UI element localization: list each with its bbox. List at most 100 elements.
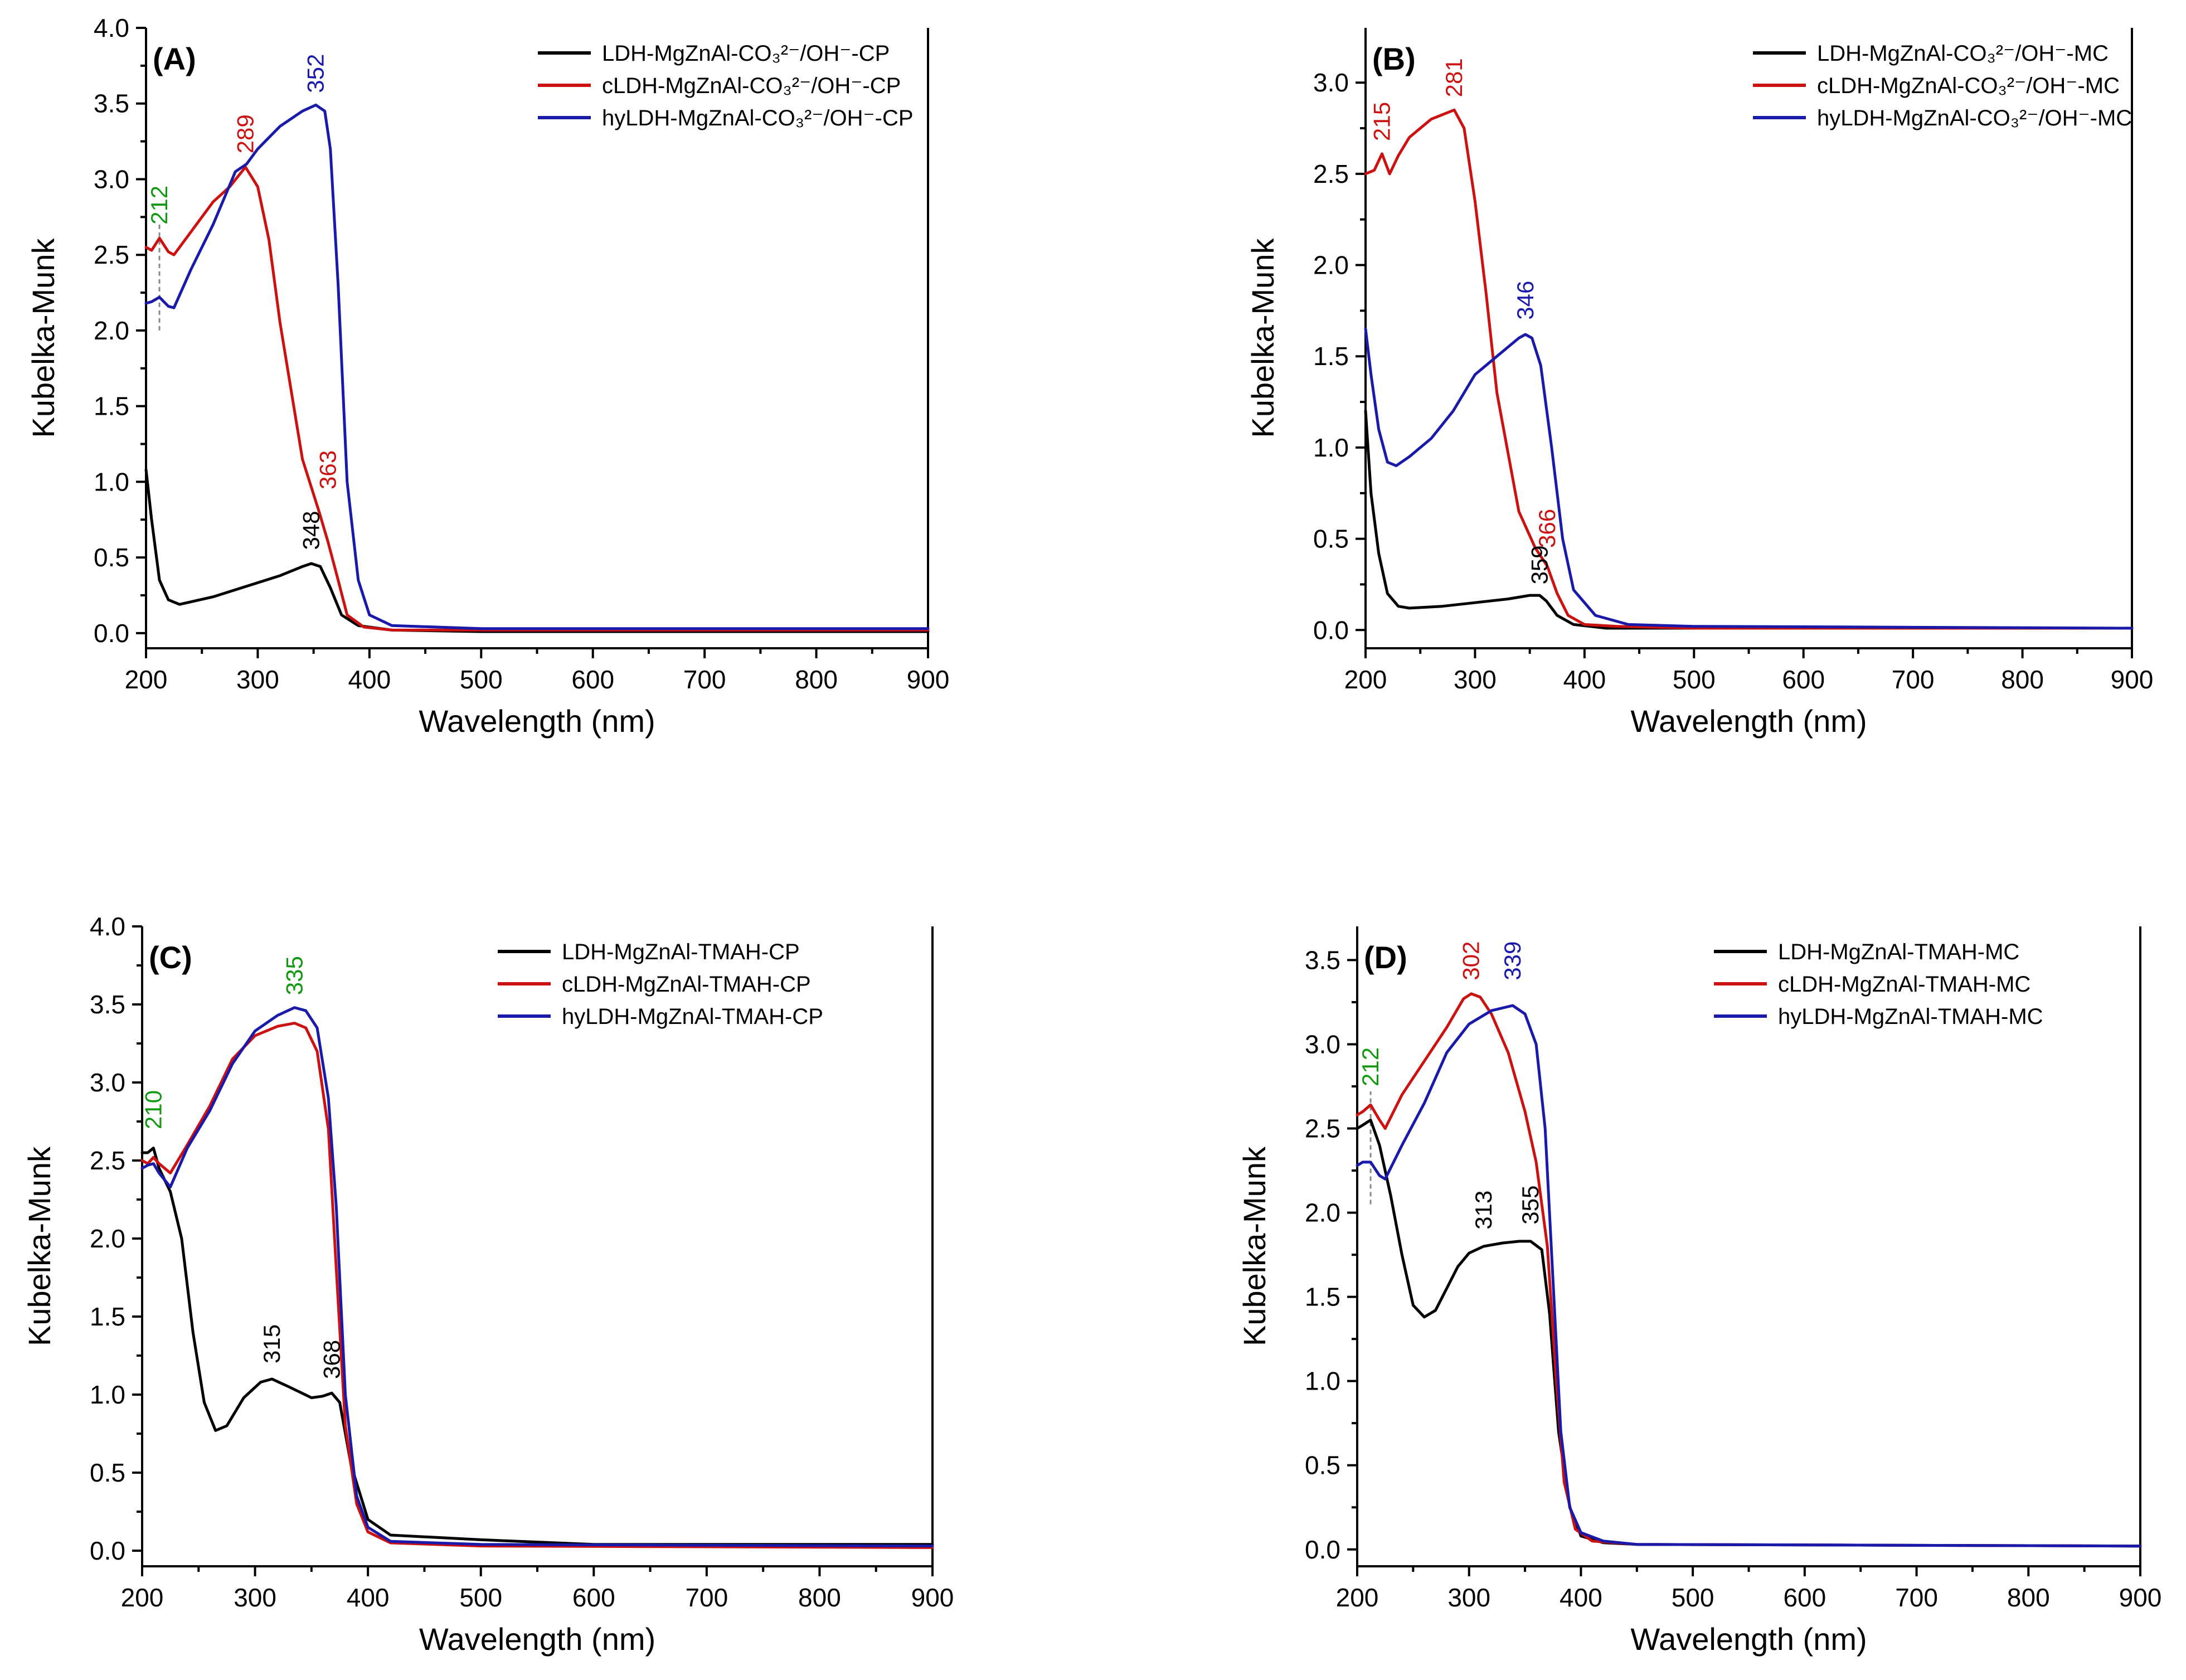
y-tick-label: 3.0 bbox=[1305, 1030, 1340, 1059]
y-tick-label: 3.0 bbox=[94, 164, 129, 193]
legend: LDH-MgZnAl-TMAH-CP cLDH-MgZnAl-TMAH-CP hyL… bbox=[498, 940, 823, 1029]
x-tick-label: 200 bbox=[1336, 1583, 1379, 1612]
x-tick-label: 200 bbox=[1344, 665, 1387, 694]
x-tick-label: 800 bbox=[795, 665, 838, 694]
y-axis-title: Kubelka-Munk bbox=[1245, 238, 1280, 438]
y-tick-label: 2.5 bbox=[94, 240, 129, 269]
panel-b: 200 300 400 500 600 700 800 900 0.0 0.5 1.0 1.5 2.0 2… bbox=[1245, 28, 2153, 739]
x-tick-label: 700 bbox=[683, 665, 726, 694]
series-line-blue bbox=[140, 1006, 934, 1548]
x-tick-label: 300 bbox=[234, 1583, 276, 1612]
x-tick-label: 500 bbox=[1672, 1583, 1714, 1612]
panel-d: 200 300 400 500 600 700 800 900 0.0 0.5 1.0 1.5 2.0 2… bbox=[1237, 926, 2161, 1657]
series-line-blue bbox=[1356, 1004, 2142, 1548]
x-tick-label: 900 bbox=[2119, 1583, 2162, 1612]
y-tick-label: 0.5 bbox=[94, 543, 129, 572]
y-axis-title: Kubelka-Munk bbox=[1237, 1146, 1272, 1346]
series-line-red bbox=[144, 166, 930, 632]
x-tick-label: 500 bbox=[1673, 665, 1716, 694]
peak-label: 366 bbox=[1534, 509, 1560, 548]
x-tick-label: 300 bbox=[1454, 665, 1497, 694]
x-axis-title: Wavelength (nm) bbox=[1630, 1621, 1867, 1657]
x-tick-label: 900 bbox=[2111, 665, 2154, 694]
legend-entry: LDH-MgZnAl-CO₃²⁻/OH⁻-CP bbox=[602, 41, 890, 66]
y-tick-label: 2.5 bbox=[1305, 1114, 1340, 1143]
legend-entry: cLDH-MgZnAl-TMAH-CP bbox=[562, 972, 811, 997]
y-tick-label: 0.5 bbox=[1313, 525, 1349, 553]
legend: LDH-MgZnAl-CO₃²⁻/OH⁻-MC cLDH-MgZnAl-CO₃²⁻… bbox=[1753, 41, 2132, 130]
series-line-red bbox=[140, 1022, 934, 1549]
x-tick-label: 300 bbox=[1447, 1583, 1490, 1612]
x-tick-label: 900 bbox=[907, 665, 950, 694]
y-tick-label: 2.0 bbox=[1305, 1198, 1340, 1227]
peak-label: 355 bbox=[1517, 1186, 1543, 1225]
peak-label: 289 bbox=[232, 114, 258, 153]
y-tick-label: 3.5 bbox=[1305, 945, 1340, 974]
x-tick-label: 800 bbox=[798, 1583, 841, 1612]
y-tick-label: 3.5 bbox=[94, 89, 129, 118]
y-tick-label: 3.0 bbox=[1313, 68, 1349, 97]
peak-label: 313 bbox=[1470, 1191, 1497, 1230]
x-tick-label: 400 bbox=[1563, 665, 1606, 694]
peak-label: 346 bbox=[1512, 281, 1538, 320]
x-axis-title: Wavelength (nm) bbox=[419, 1621, 655, 1657]
peak-label: 368 bbox=[318, 1340, 344, 1379]
peak-label: 215 bbox=[1368, 102, 1395, 141]
legend-entry: LDH-MgZnAl-CO₃²⁻/OH⁻-MC bbox=[1817, 41, 2109, 66]
x-tick-label: 600 bbox=[1783, 1583, 1826, 1612]
y-tick-label: 0.0 bbox=[94, 619, 129, 648]
y-tick-label: 2.0 bbox=[90, 1224, 125, 1253]
peak-label: 302 bbox=[1458, 941, 1484, 980]
legend-entry: cLDH-MgZnAl-CO₃²⁻/OH⁻-CP bbox=[602, 74, 901, 98]
peak-label: 210 bbox=[140, 1090, 166, 1129]
peak-label: 348 bbox=[298, 511, 324, 550]
y-tick-label: 1.5 bbox=[1313, 342, 1349, 371]
legend-entry: LDH-MgZnAl-TMAH-MC bbox=[1778, 940, 2019, 964]
peak-label: 212 bbox=[1357, 1047, 1383, 1086]
y-tick-label: 4.0 bbox=[94, 13, 129, 42]
peak-label: 281 bbox=[1441, 58, 1467, 97]
x-tick-label: 200 bbox=[121, 1583, 164, 1612]
peak-label: 335 bbox=[281, 956, 307, 995]
panel-label: (D) bbox=[1364, 940, 1407, 975]
x-tick-label: 400 bbox=[347, 1583, 390, 1612]
y-tick-label: 2.0 bbox=[94, 316, 129, 345]
y-tick-label: 0.0 bbox=[1305, 1535, 1340, 1564]
y-tick-label: 1.5 bbox=[1305, 1283, 1340, 1312]
legend-entry: hyLDH-MgZnAl-CO₃²⁻/OH⁻-CP bbox=[602, 106, 914, 130]
x-tick-label: 700 bbox=[1892, 665, 1935, 694]
x-tick-label: 800 bbox=[2007, 1583, 2050, 1612]
legend-entry: LDH-MgZnAl-TMAH-CP bbox=[562, 940, 800, 964]
x-tick-label: 600 bbox=[571, 665, 614, 694]
y-tick-label: 1.0 bbox=[94, 467, 129, 496]
x-tick-label: 500 bbox=[459, 1583, 502, 1612]
series-line-blue bbox=[144, 103, 930, 630]
legend-entry: hyLDH-MgZnAl-TMAH-CP bbox=[562, 1004, 823, 1029]
y-tick-label: 1.0 bbox=[1305, 1367, 1340, 1396]
legend: LDH-MgZnAl-TMAH-MC cLDH-MgZnAl-TMAH-MC hyL… bbox=[1714, 940, 2043, 1029]
x-tick-label: 500 bbox=[460, 665, 503, 694]
peak-label: 339 bbox=[1499, 941, 1526, 980]
y-tick-label: 2.5 bbox=[90, 1146, 125, 1175]
legend-entry: hyLDH-MgZnAl-TMAH-MC bbox=[1778, 1004, 2043, 1029]
y-tick-label: 0.0 bbox=[90, 1536, 125, 1565]
y-axis-title: Kubelka-Munk bbox=[26, 238, 61, 438]
x-tick-label: 200 bbox=[125, 665, 168, 694]
y-tick-label: 0.5 bbox=[90, 1458, 125, 1487]
legend: LDH-MgZnAl-CO₃²⁻/OH⁻-CP cLDH-MgZnAl-CO₃²⁻… bbox=[538, 41, 914, 130]
x-tick-label: 700 bbox=[685, 1583, 728, 1612]
x-axis-title: Wavelength (nm) bbox=[419, 703, 655, 739]
y-tick-label: 1.0 bbox=[1313, 433, 1349, 462]
peak-label: 352 bbox=[303, 54, 329, 93]
y-tick-label: 4.0 bbox=[90, 912, 125, 941]
legend-entry: cLDH-MgZnAl-CO₃²⁻/OH⁻-MC bbox=[1817, 74, 2120, 98]
panel-c: 200 300 400 500 600 700 800 900 0.0 0.5 1.0 1.5 2.0 2… bbox=[22, 912, 954, 1657]
panel-a: 200 300 400 500 600 700 800 900 0.0 0.5 1.0 1.5 2.0 2… bbox=[26, 13, 949, 739]
y-tick-label: 2.5 bbox=[1313, 159, 1349, 188]
peak-label: 315 bbox=[259, 1324, 285, 1363]
y-tick-label: 0.0 bbox=[1313, 615, 1349, 644]
y-tick-label: 2.0 bbox=[1313, 251, 1349, 280]
legend-entry: hyLDH-MgZnAl-CO₃²⁻/OH⁻-MC bbox=[1817, 106, 2132, 130]
series-line-blue bbox=[1364, 327, 2134, 630]
